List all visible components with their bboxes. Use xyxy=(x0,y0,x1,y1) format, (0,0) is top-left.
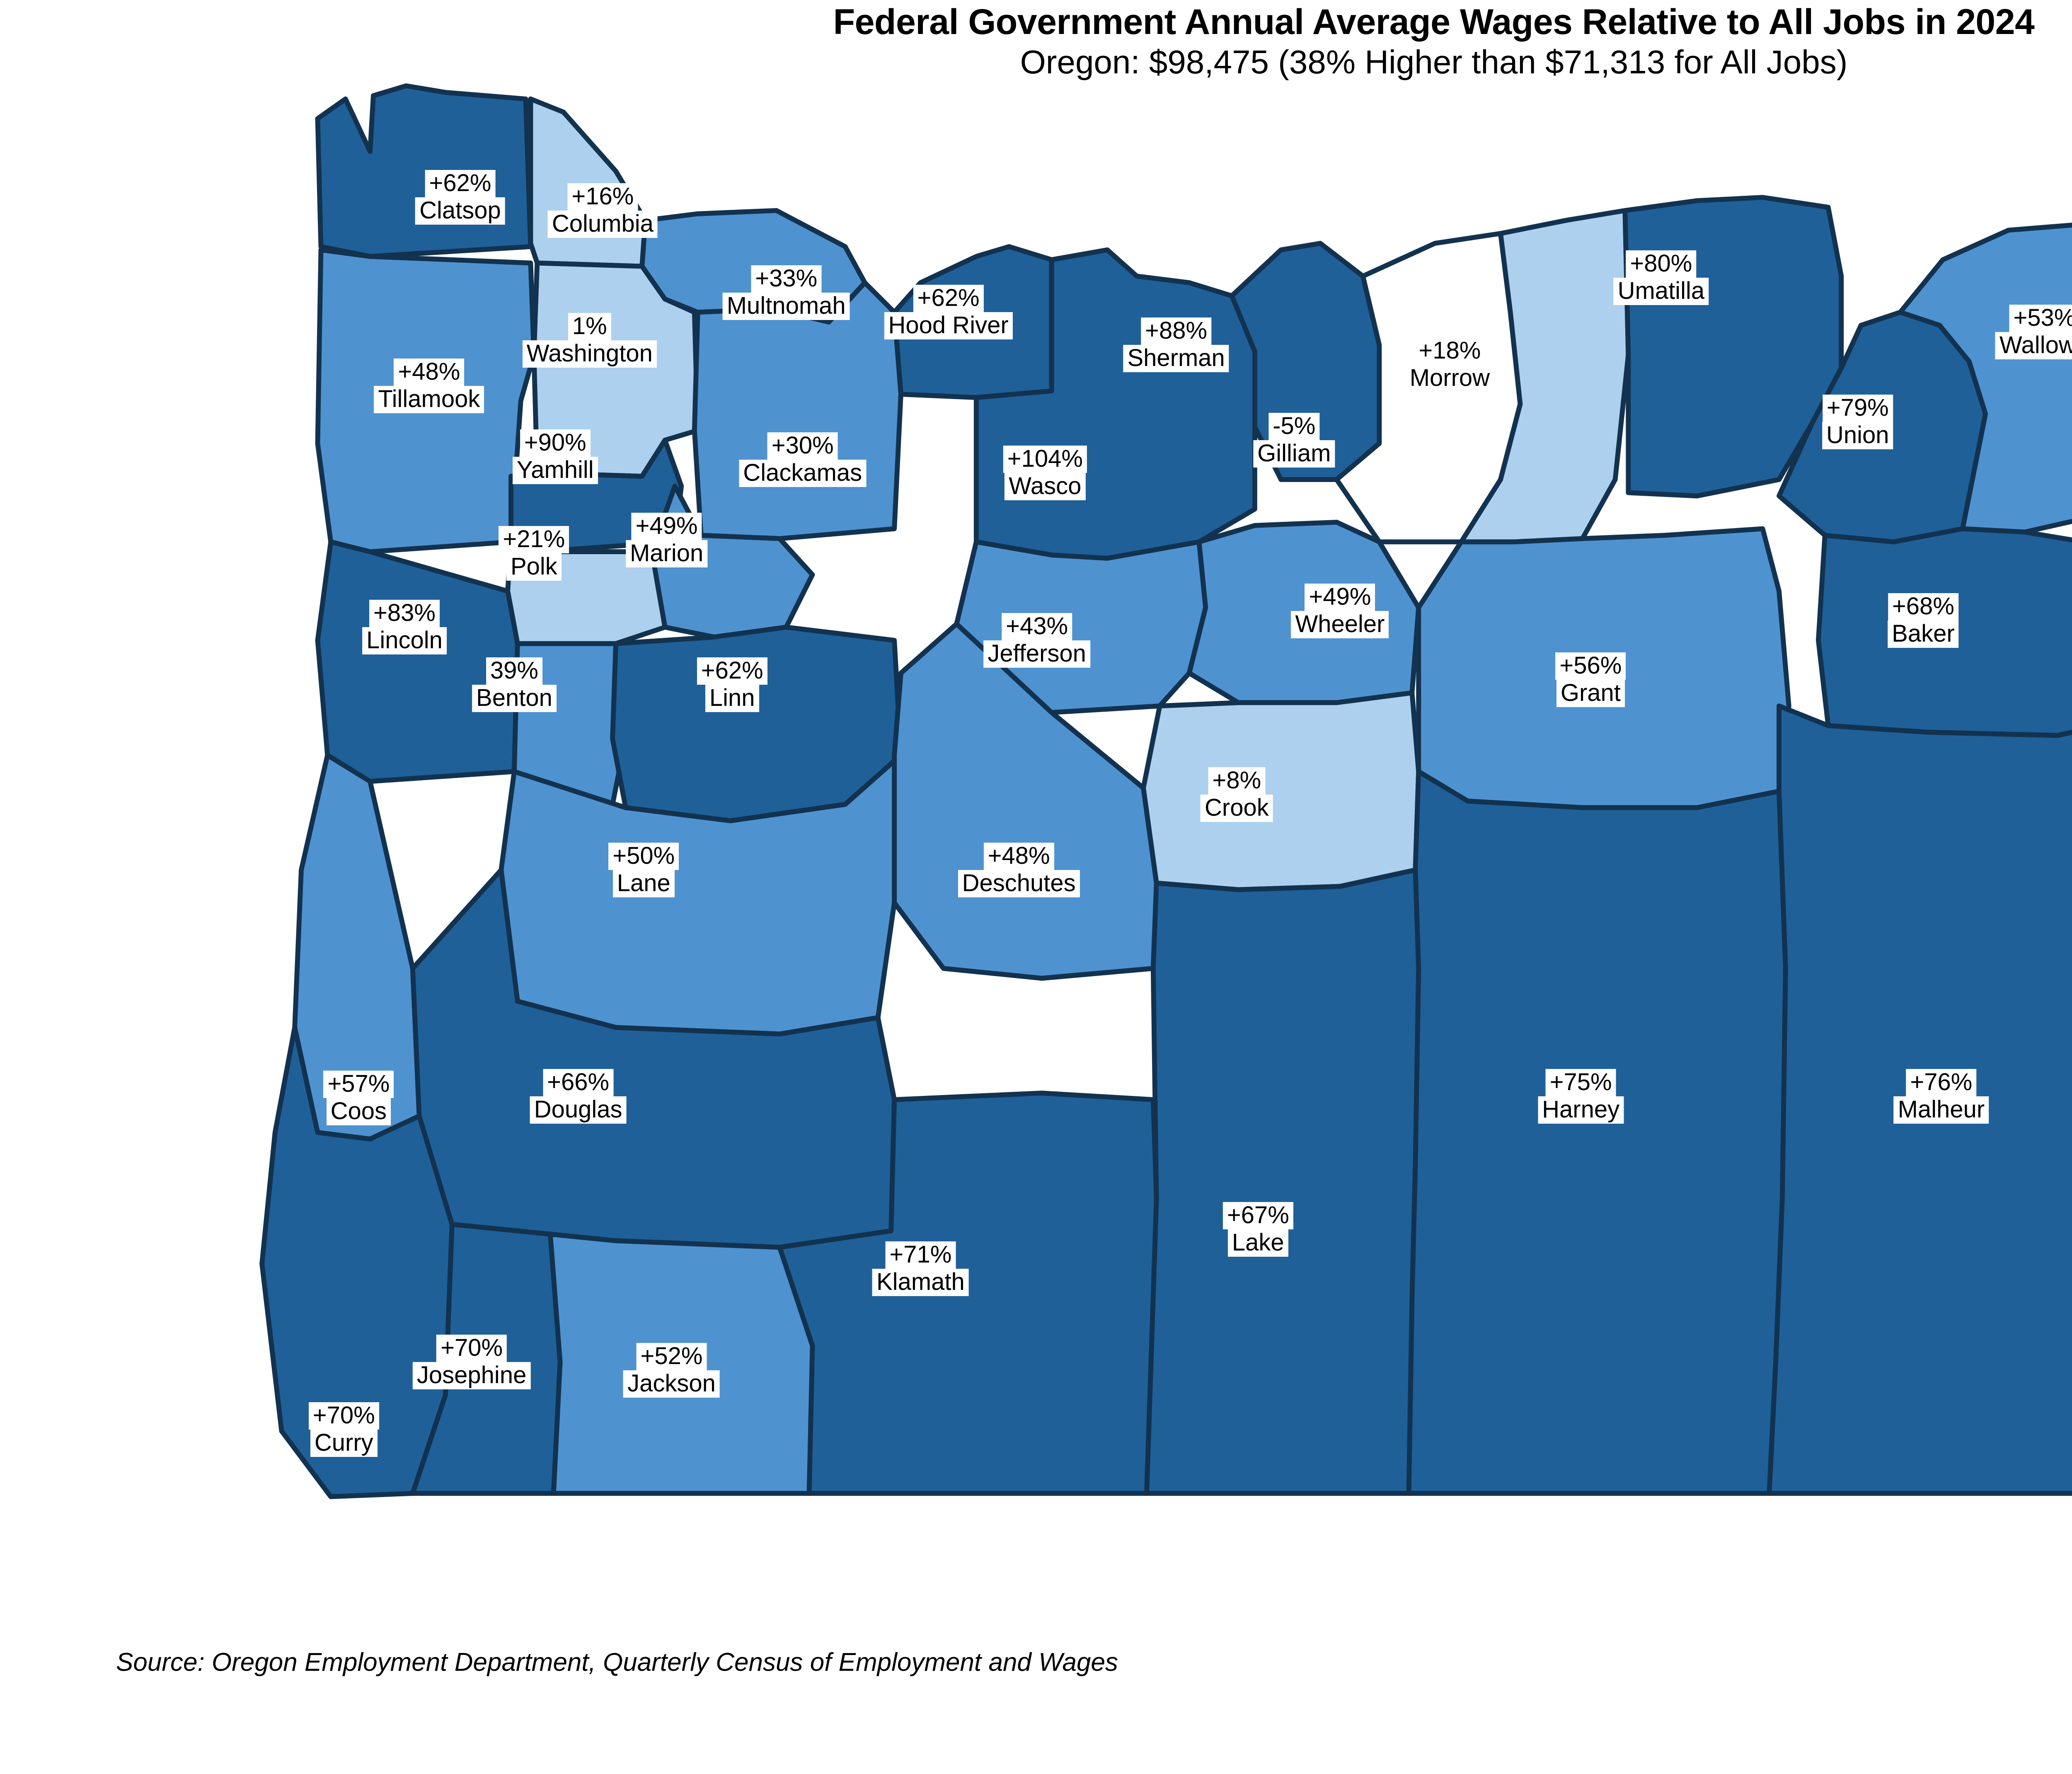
county-shape-hood-river[interactable] xyxy=(892,244,1054,400)
county-shape-clatsop[interactable] xyxy=(315,83,533,259)
county-shape-baker[interactable] xyxy=(1815,526,2072,738)
map-svg xyxy=(259,83,2072,1499)
oregon-county-map[interactable]: +62% Clatsop +16% Columbia +33% Multnomah +62%… xyxy=(124,50,2072,1608)
county-shape-wheeler[interactable] xyxy=(1186,519,1421,705)
county-shape-crook[interactable] xyxy=(1141,690,1421,892)
county-shape-curry[interactable] xyxy=(259,1025,455,1499)
county-shape-clackamas[interactable] xyxy=(692,280,903,541)
county-shape-grant[interactable] xyxy=(1416,526,1791,810)
county-shape-polk[interactable] xyxy=(505,539,668,646)
source-note: Source: Oregon Employment Department, Qu… xyxy=(116,1648,1118,1677)
county-shape-lincoln[interactable] xyxy=(315,539,520,784)
county-shape-lake[interactable] xyxy=(1039,868,1421,1496)
county-shape-columbia[interactable] xyxy=(528,96,648,269)
page-title: Federal Government Annual Average Wages … xyxy=(833,2,2035,42)
county-shape-malheur[interactable] xyxy=(1767,703,2072,1496)
county-shape-tillamook[interactable] xyxy=(315,247,537,555)
county-shape-jackson[interactable] xyxy=(547,1231,815,1496)
county-shape-harney[interactable] xyxy=(1406,769,1788,1496)
county-shape-coos[interactable] xyxy=(292,752,422,1141)
county-shapes-group xyxy=(259,83,2072,1499)
